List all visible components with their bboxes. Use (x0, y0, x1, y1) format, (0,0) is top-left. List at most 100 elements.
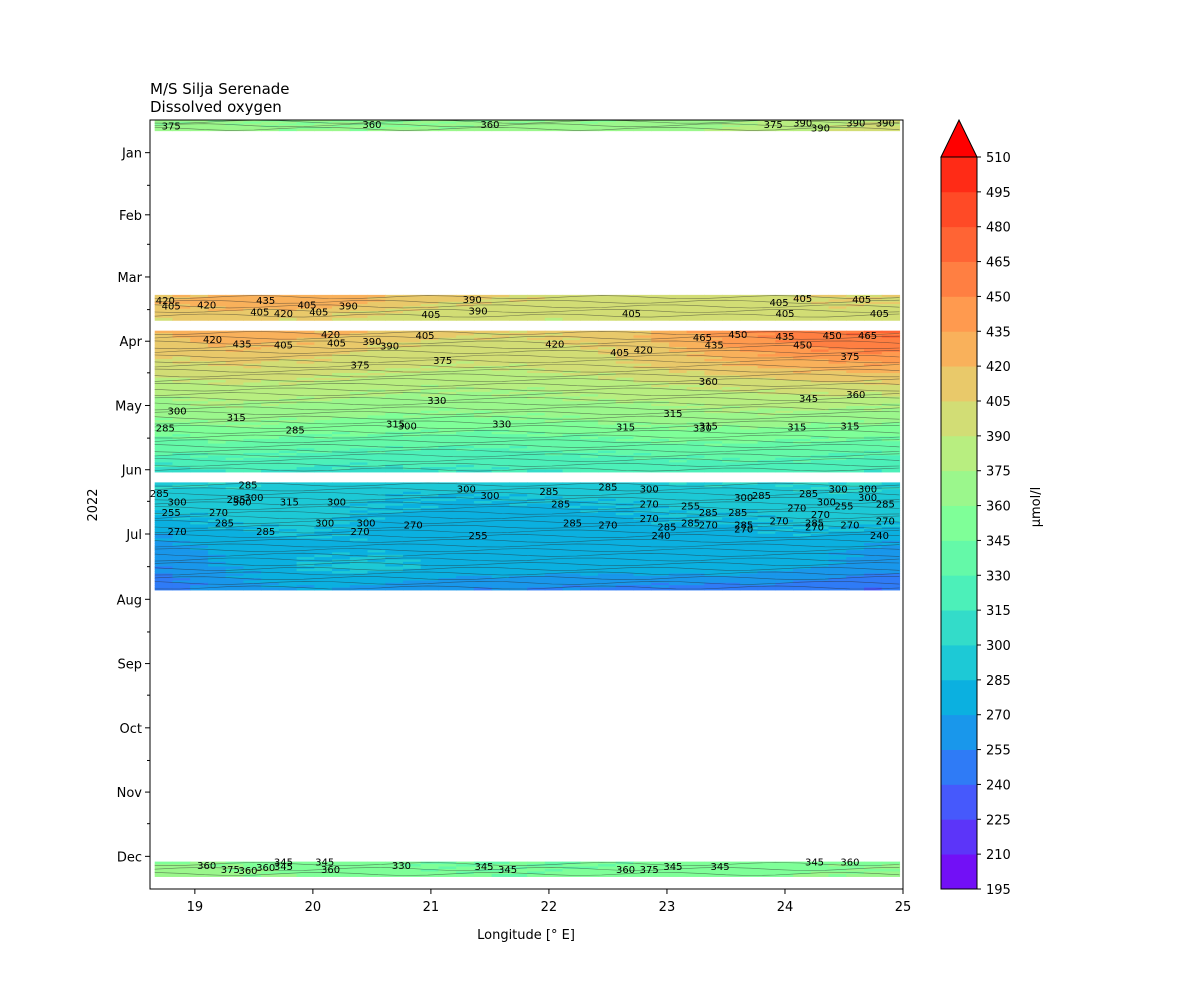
contour-cell (846, 469, 865, 473)
contour-cell (172, 482, 191, 486)
contour-cell (828, 396, 847, 400)
contour-cell (509, 363, 528, 367)
contour-cell (739, 529, 759, 533)
contour-cell (686, 564, 706, 568)
contour-cell (881, 438, 901, 442)
contour-cell (278, 408, 298, 412)
contour-cell (491, 294, 510, 298)
contour-cell (296, 494, 315, 497)
contour-cell (793, 422, 812, 426)
contour-cell (846, 503, 865, 507)
contour-cell (367, 304, 386, 307)
contour-cell (509, 417, 528, 421)
contour-cell (332, 405, 351, 409)
contour-cell (757, 457, 776, 461)
contour-cell (314, 301, 333, 305)
contour-cell (810, 401, 830, 405)
contour-cell (402, 469, 422, 473)
contour-cell (491, 453, 510, 456)
contour-cell (775, 410, 794, 414)
contour-cell (172, 384, 191, 388)
contour-cell (420, 469, 440, 473)
contour-cell (704, 568, 723, 572)
contour-cell (314, 540, 333, 544)
data-band-4 (154, 482, 901, 591)
contour-cell (598, 448, 617, 452)
contour-cell (686, 552, 706, 556)
contour-cell (527, 365, 546, 369)
contour-cell (172, 531, 191, 535)
contour-cell (793, 575, 812, 579)
contour-cell (686, 455, 706, 459)
contour-cell (775, 533, 794, 537)
contour-cell (615, 382, 635, 386)
contour-cell (261, 310, 280, 314)
contour-cell (296, 375, 315, 379)
contour-cell (686, 543, 706, 547)
contour-cell (793, 387, 812, 391)
contour-cell (349, 344, 369, 348)
contour-cell (190, 536, 209, 540)
contour-cell (243, 455, 262, 459)
contour-cell (509, 415, 528, 419)
contour-cell (562, 529, 581, 533)
contour-cell (473, 301, 493, 305)
contour-cell (420, 123, 440, 126)
contour-cell (438, 347, 457, 351)
contour-cell (633, 377, 652, 381)
contour-cell (385, 536, 404, 540)
contour-cell (633, 434, 652, 438)
contour-cell (668, 491, 688, 495)
contour-cell (243, 561, 262, 565)
contour-cell (332, 524, 351, 528)
contour-cell (190, 308, 209, 312)
contour-cell (793, 543, 812, 547)
contour-cell (332, 420, 351, 424)
contour-cell (704, 384, 723, 388)
contour-cell (332, 487, 351, 490)
contour-cell (562, 333, 581, 336)
contour-cell (314, 467, 333, 471)
contour-cell (349, 494, 369, 497)
contour-cell (385, 368, 404, 372)
contour-cell (651, 505, 670, 509)
contour-cell (562, 315, 581, 319)
contour-cell (243, 347, 262, 351)
contour-cell (598, 410, 617, 414)
contour-cell (190, 317, 209, 321)
contour-cell (349, 413, 369, 416)
contour-cell (793, 382, 812, 386)
contour-cell (580, 566, 599, 570)
contour-cell (438, 410, 457, 414)
contour-cell (562, 524, 581, 528)
contour-cell (225, 398, 244, 402)
contour-cell (704, 501, 723, 504)
contour-cell (633, 356, 652, 360)
contour-cell (686, 568, 706, 572)
contour-cell (704, 354, 723, 358)
contour-cell (243, 515, 262, 519)
contour-cell (491, 533, 510, 537)
contour-cell (243, 310, 262, 314)
contour-cell (704, 337, 723, 341)
contour-cell (562, 344, 581, 348)
contour-cell (633, 498, 652, 502)
contour-cell (385, 427, 404, 431)
contour-cell (527, 573, 546, 577)
contour-cell (261, 297, 280, 301)
contour-cell (509, 545, 528, 549)
contour-cell (668, 441, 688, 445)
contour-line (154, 420, 900, 425)
contour-cell (314, 484, 333, 488)
contour-cell (704, 380, 723, 384)
contour-cell (846, 315, 865, 319)
contour-cell (509, 317, 528, 321)
contour-cell (314, 128, 333, 132)
contour-cell (438, 469, 457, 473)
contour-cell (651, 299, 670, 303)
contour-cell (385, 415, 404, 419)
contour-cell (509, 533, 528, 537)
contour-cell (810, 394, 830, 398)
contour-cell (278, 453, 298, 456)
contour-cell (757, 561, 776, 565)
